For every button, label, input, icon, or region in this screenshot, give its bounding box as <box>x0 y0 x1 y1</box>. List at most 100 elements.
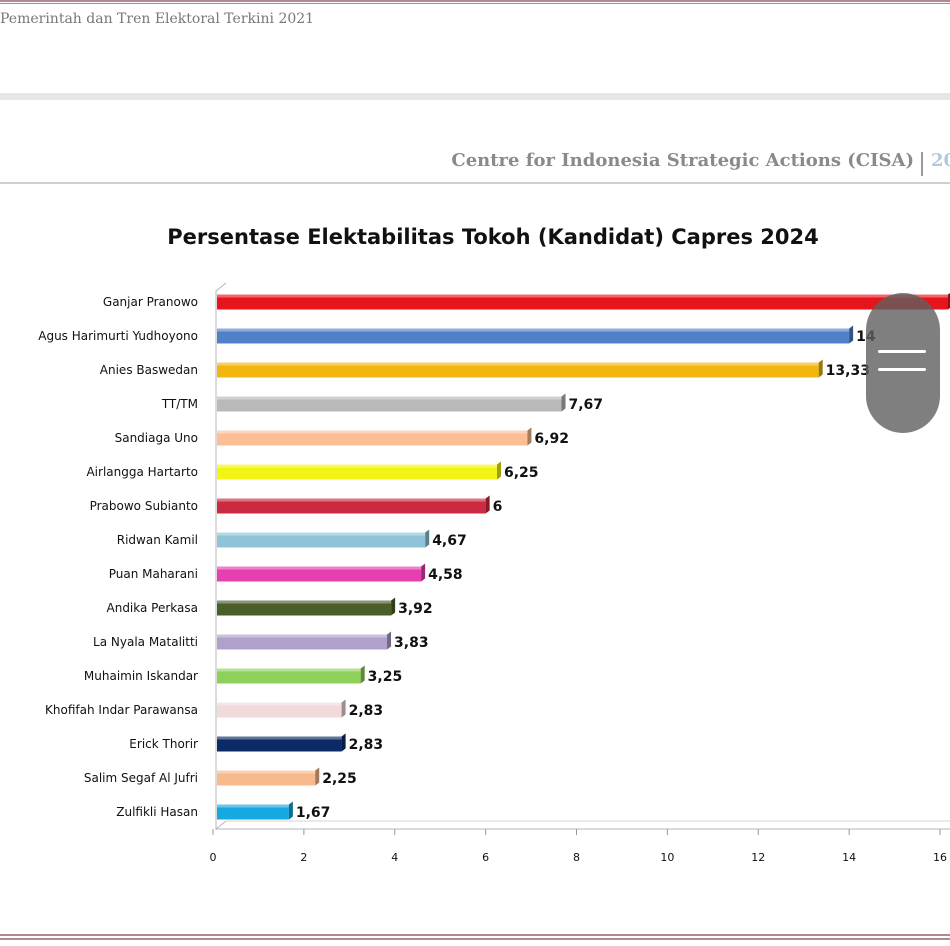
bar-highlight <box>217 532 426 536</box>
bar-highlight <box>217 736 342 740</box>
bar <box>217 770 316 786</box>
bottom-border <box>0 934 950 940</box>
data-label: 4,67 <box>432 533 467 549</box>
category-label: La Nyala Matalitti <box>93 635 198 649</box>
x-tick-label: 6 <box>482 851 489 864</box>
data-label: 2,25 <box>322 771 357 787</box>
bar-highlight <box>217 328 850 332</box>
category-label: Erick Thorir <box>129 737 198 751</box>
data-label: 6,25 <box>504 465 539 481</box>
bar <box>217 464 497 480</box>
bar-highlight <box>217 668 361 672</box>
x-tick-label: 8 <box>573 851 580 864</box>
data-label: 3,25 <box>368 669 403 685</box>
bar-highlight <box>217 702 342 706</box>
organization-row: Centre for Indonesia Strategic Actions (… <box>0 150 950 184</box>
menu-icon-line <box>878 368 926 371</box>
bar <box>217 532 426 548</box>
category-label: Airlangga Hartarto <box>86 465 198 479</box>
bar-highlight <box>217 600 392 604</box>
bar <box>217 430 528 446</box>
menu-icon <box>878 350 926 353</box>
category-label: Khofifah Indar Parawansa <box>45 703 198 717</box>
bar-highlight <box>217 362 819 366</box>
bar <box>217 736 342 752</box>
organization-separator <box>921 152 923 176</box>
bar-end-cap <box>425 529 430 548</box>
bar <box>217 328 850 344</box>
bar-end-cap <box>561 393 566 412</box>
bar-end-cap <box>485 495 490 514</box>
bar-highlight <box>217 498 486 502</box>
data-label: 7,67 <box>569 397 604 413</box>
bar-highlight <box>217 294 948 298</box>
bar-highlight <box>217 396 562 400</box>
organization-name: Centre for Indonesia Strategic Actions (… <box>451 150 914 171</box>
data-label: 6 <box>493 499 503 515</box>
bar-highlight <box>217 634 388 638</box>
bar <box>217 600 392 616</box>
organization-year: 2021 <box>931 150 950 171</box>
x-tick-label: 10 <box>660 851 674 864</box>
category-label: Andika Perkasa <box>107 601 199 615</box>
data-label: 1,67 <box>296 805 331 821</box>
chart-title: Persentase Elektabilitas Tokoh (Kandidat… <box>167 225 819 249</box>
data-label: 6,92 <box>534 431 569 447</box>
bar-end-cap <box>288 801 293 820</box>
plot-side-wall <box>215 282 227 831</box>
bar <box>217 634 388 650</box>
category-label: Agus Harimurti Yudhoyono <box>38 329 198 343</box>
category-label: Salim Segaf Al Jufri <box>84 771 198 785</box>
category-label: TT/TM <box>161 397 198 411</box>
scroll-handle[interactable] <box>866 293 940 433</box>
bar-end-cap <box>341 733 346 752</box>
bar-end-cap <box>421 563 426 582</box>
bar-highlight <box>217 430 528 434</box>
bar <box>217 702 342 718</box>
x-tick-label: 12 <box>751 851 765 864</box>
bar-highlight <box>217 804 289 808</box>
category-label: Muhaimin Iskandar <box>84 669 198 683</box>
bar <box>217 362 819 378</box>
bar <box>217 668 361 684</box>
x-tick-label: 0 <box>210 851 217 864</box>
bar <box>217 498 486 514</box>
bar-highlight <box>217 566 422 570</box>
category-label: Ganjar Pranowo <box>103 295 198 309</box>
bar <box>217 396 562 412</box>
bar-end-cap <box>527 427 532 446</box>
category-label: Zulfikli Hasan <box>116 805 198 819</box>
x-tick-label: 2 <box>300 851 307 864</box>
bar-end-cap <box>818 359 823 378</box>
category-label: Puan Maharani <box>109 567 198 581</box>
data-label: 4,58 <box>428 567 463 583</box>
x-tick-label: 16 <box>933 851 947 864</box>
category-label: Sandiaga Uno <box>115 431 198 445</box>
bar <box>217 566 422 582</box>
header-band <box>0 93 950 100</box>
category-label: Ridwan Kamil <box>117 533 198 547</box>
bar-highlight <box>217 770 316 774</box>
data-label: 13,33 <box>826 363 870 379</box>
bar <box>217 804 289 820</box>
bar-end-cap <box>391 597 396 616</box>
top-border <box>0 0 950 4</box>
bar-end-cap <box>496 461 501 480</box>
data-label: 3,92 <box>398 601 433 617</box>
bar-end-cap <box>849 325 854 344</box>
data-label: 2,83 <box>349 703 384 719</box>
document-header: Pemerintah dan Tren Elektoral Terkini 20… <box>0 11 315 27</box>
bar-end-cap <box>341 699 346 718</box>
bar-end-cap <box>387 631 392 650</box>
category-label: Prabowo Subianto <box>90 499 198 513</box>
bar-end-cap <box>360 665 365 684</box>
data-label: 3,83 <box>394 635 429 651</box>
category-label: Anies Baswedan <box>100 363 198 377</box>
x-tick-label: 4 <box>391 851 398 864</box>
bar-end-cap <box>315 767 320 786</box>
x-tick-label: 14 <box>842 851 856 864</box>
data-label: 2,83 <box>349 737 384 753</box>
bar <box>217 294 948 310</box>
bar-highlight <box>217 464 497 468</box>
